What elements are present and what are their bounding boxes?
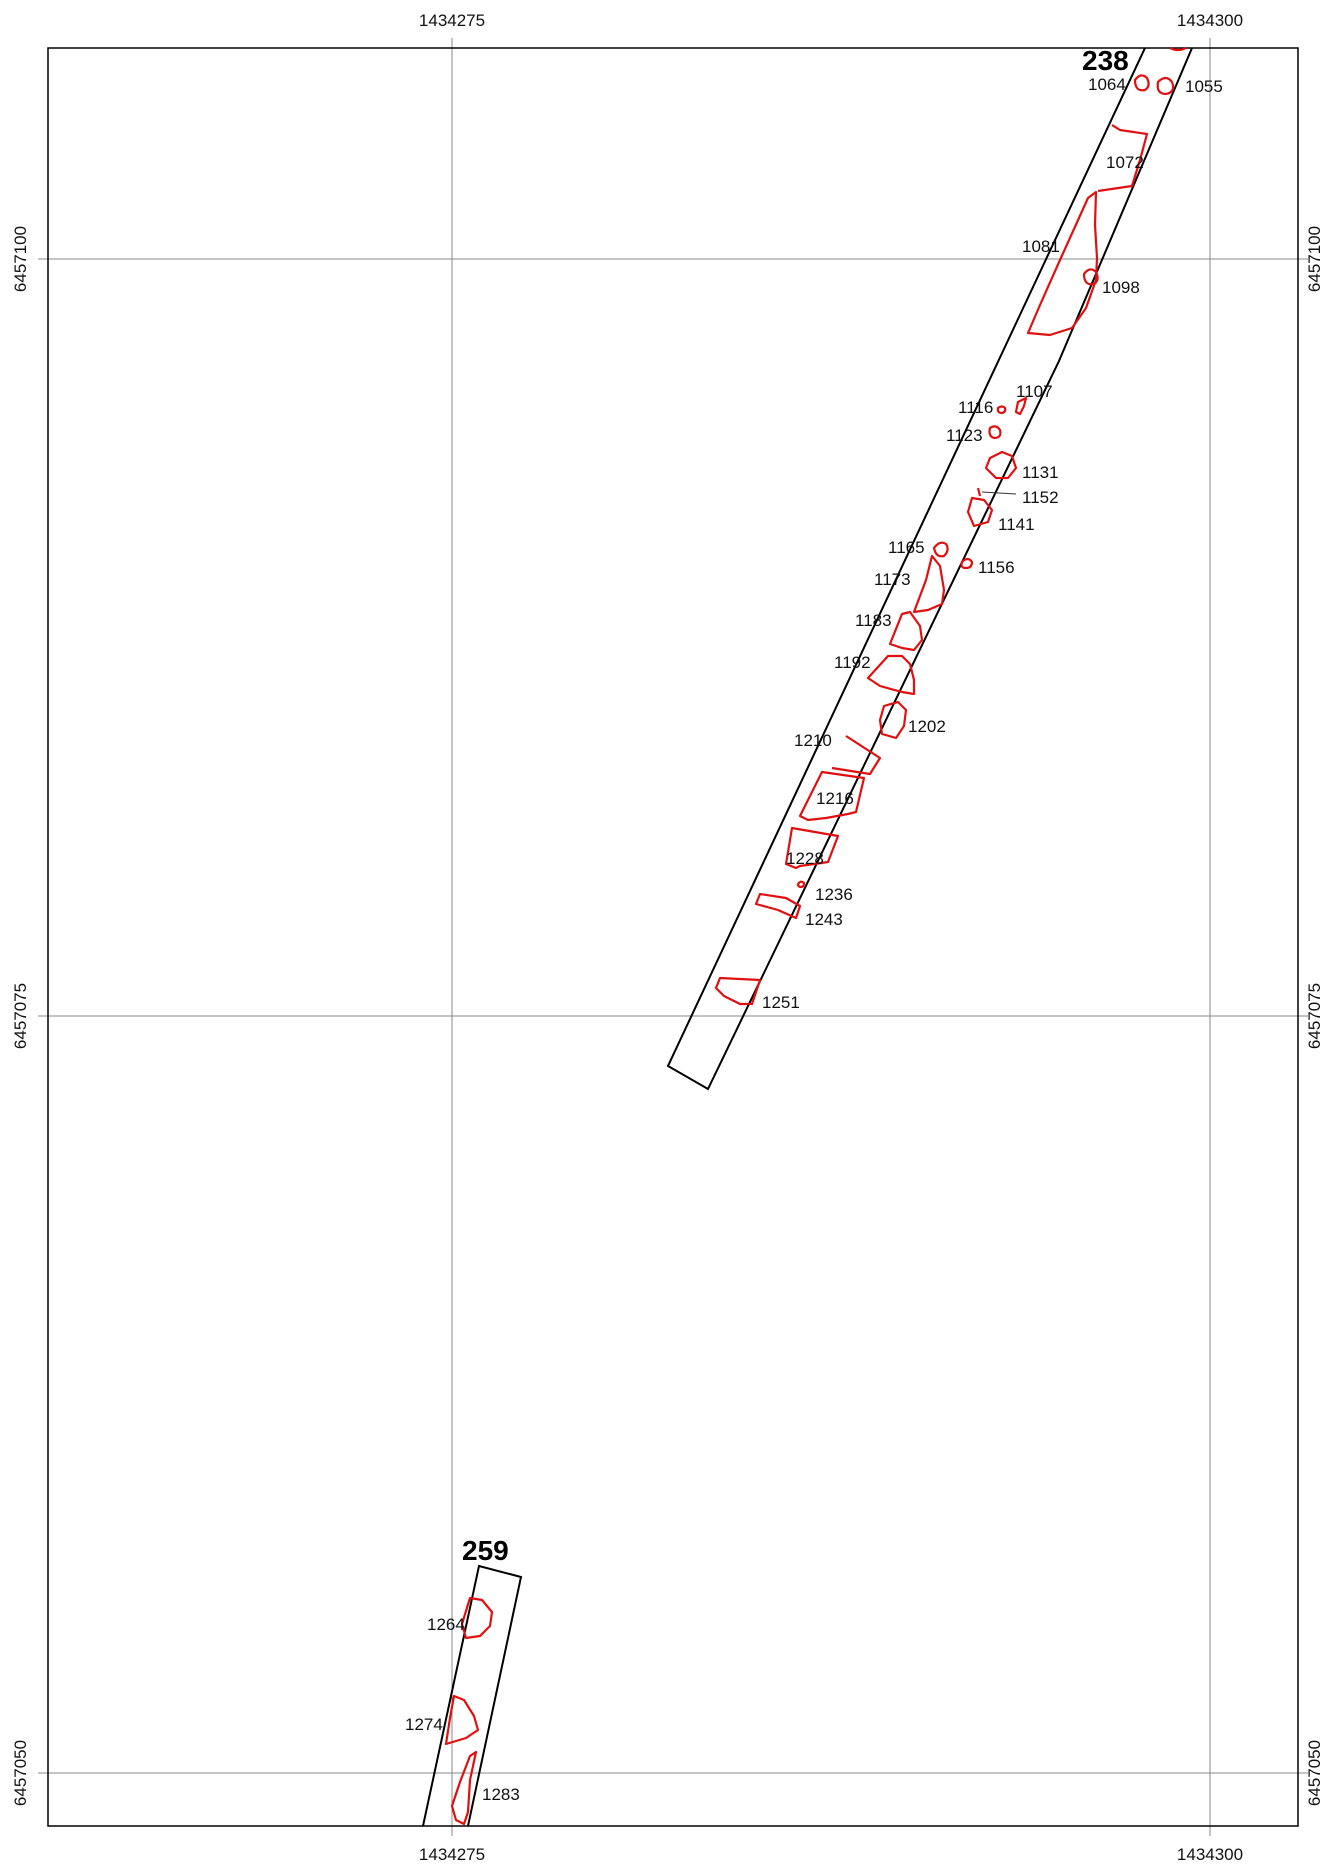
feature-1055 (1156, 76, 1175, 96)
feature-label: 1107 (1016, 382, 1053, 401)
feature-1173 (912, 554, 946, 614)
feature-1210 (831, 735, 882, 776)
trench-238-outline (666, 47, 1193, 1091)
feature-label: 1236 (815, 885, 853, 904)
feature-label: 1183 (855, 611, 892, 630)
feature-label: 1264 (427, 1615, 465, 1634)
x-label-top-left: 1434275 (419, 11, 485, 30)
feature-1202 (878, 700, 908, 740)
feature-1216 (798, 770, 866, 822)
feature-label: 1216 (816, 789, 854, 808)
feature-1192 (866, 654, 916, 696)
x-label-bottom-left: 1434275 (419, 1845, 485, 1864)
coordinate-labels: 1434275 1434300 1434275 1434300 6457100 … (11, 11, 1324, 1864)
feature-1228 (784, 826, 840, 870)
feature-label: 1274 (405, 1715, 443, 1734)
feature-1243 (754, 892, 802, 920)
y-label-right-middle: 6457075 (1305, 983, 1324, 1049)
feature-label: 1173 (874, 570, 911, 589)
feature-1123 (988, 425, 1002, 440)
feature-label: 1283 (482, 1785, 520, 1804)
feature-label: 1131 (1022, 463, 1059, 482)
feature-label: 1116 (958, 398, 993, 417)
feature-label: 1243 (805, 910, 843, 929)
feature-label: 1152 (1022, 488, 1059, 507)
trench-label-238: 238 (1082, 45, 1129, 76)
feature-label: 1064 (1088, 75, 1126, 94)
feature-1131 (984, 450, 1018, 480)
y-label-right-bottom: 6457050 (1305, 1740, 1324, 1806)
feature-label: 1156 (978, 558, 1015, 577)
feature-1251 (714, 976, 762, 1006)
feature-label: 1251 (762, 993, 800, 1012)
feature-1283 (450, 1750, 478, 1826)
y-label-left-top: 6457100 (11, 226, 30, 292)
feature-1152 (976, 487, 982, 497)
feature-label: 1055 (1185, 77, 1223, 96)
feature-labels: 1055 1064 1072 1081 1098 1107 1116 1123 … (405, 75, 1223, 1804)
y-label-right-top: 6457100 (1305, 226, 1324, 292)
x-label-bottom-right: 1434300 (1177, 1845, 1243, 1864)
feature-1264 (460, 1596, 494, 1640)
feature-label: 1141 (998, 515, 1035, 534)
feature-1064 (1133, 74, 1150, 92)
feature-1165 (932, 541, 949, 558)
feature-label: 1210 (794, 731, 832, 750)
leader-line-1152 (981, 491, 1017, 495)
feature-1107 (1014, 396, 1028, 416)
feature-1098 (1082, 268, 1099, 286)
feature-1183 (888, 610, 924, 652)
feature-top-edge (1169, 47, 1187, 52)
feature-label: 1123 (946, 426, 983, 445)
feature-1072 (1097, 124, 1149, 193)
feature-label: 1192 (834, 653, 871, 672)
y-label-left-bottom: 6457050 (11, 1740, 30, 1806)
x-label-top-right: 1434300 (1177, 11, 1243, 30)
feature-1156 (960, 557, 974, 570)
feature-1274 (444, 1694, 480, 1746)
map-frame (47, 47, 1299, 1827)
feature-1081 (1026, 190, 1099, 337)
feature-label: 1165 (888, 538, 925, 557)
feature-1141 (966, 496, 994, 528)
feature-label: 1228 (786, 849, 824, 868)
y-label-left-middle: 6457075 (11, 983, 30, 1049)
grid-ticks (38, 38, 1308, 1836)
feature-label: 1072 (1106, 153, 1144, 172)
feature-1236 (796, 880, 806, 889)
trench-label-259: 259 (462, 1535, 509, 1566)
features (444, 47, 1187, 1826)
trenches (422, 47, 1193, 1827)
trench-259-outline (422, 1564, 523, 1827)
feature-label: 1098 (1102, 278, 1140, 297)
feature-label: 1202 (908, 717, 946, 736)
feature-label: 1081 (1022, 237, 1060, 256)
coordinate-grid (48, 48, 1298, 1826)
feature-1116 (996, 405, 1007, 415)
